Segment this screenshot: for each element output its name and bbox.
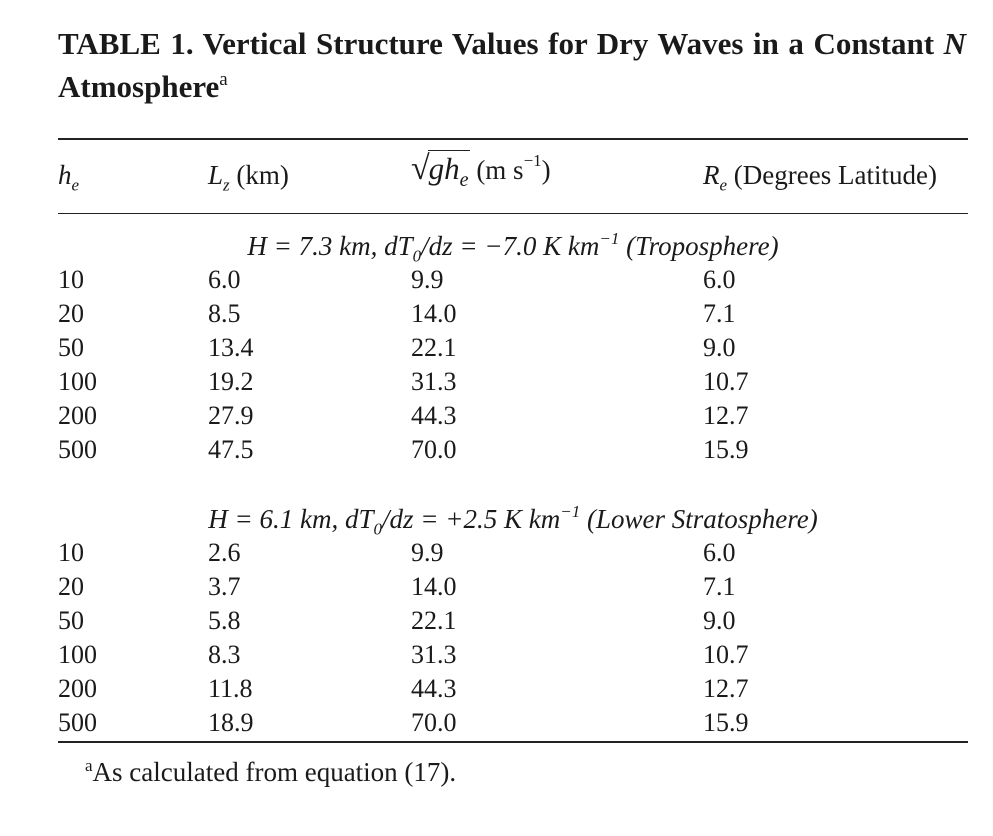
table-row: 100 8.3 31.3 10.7 xyxy=(58,640,749,669)
table-row: 10 2.6 9.9 6.0 xyxy=(58,538,736,567)
table-row: 20 8.5 14.0 7.1 xyxy=(58,299,736,328)
table-row: 10 6.0 9.9 6.0 xyxy=(58,265,736,294)
table-row: 500 18.9 70.0 15.9 xyxy=(58,708,749,737)
table-row: 50 5.8 22.1 9.0 xyxy=(58,606,736,635)
section-label-troposphere: H = 7.3 km, dT0/dz = −7.0 K km−1 (Tropos… xyxy=(247,229,779,266)
table-row: 500 47.5 70.0 15.9 xyxy=(58,435,749,464)
section-label-stratosphere: H = 6.1 km, dT0/dz = +2.5 K km−1 (Lower … xyxy=(208,502,818,539)
footnote: aAs calculated from equation (17). xyxy=(85,756,457,787)
col-header-he: he xyxy=(58,160,80,195)
header-rule xyxy=(58,213,968,214)
table-row: 100 19.2 31.3 10.7 xyxy=(58,367,749,396)
table-title: TABLE 1. Vertical Structure Values for D… xyxy=(58,26,967,104)
col-header-speed: √ghe (m s−1) xyxy=(411,149,551,200)
table-row: 20 3.7 14.0 7.1 xyxy=(58,572,736,601)
table-row: 200 11.8 44.3 12.7 xyxy=(58,674,749,703)
sqrt-symbol: √ghe xyxy=(411,150,470,192)
footnote-mark: a xyxy=(219,69,228,90)
top-rule xyxy=(58,138,968,140)
table-row: 200 27.9 44.3 12.7 xyxy=(58,401,749,430)
col-header-re: Re (Degrees Latitude) xyxy=(703,160,937,195)
table-row: 50 13.4 22.1 9.0 xyxy=(58,333,736,362)
bottom-rule xyxy=(58,741,968,743)
col-header-lz: Lz (km) xyxy=(208,160,289,195)
